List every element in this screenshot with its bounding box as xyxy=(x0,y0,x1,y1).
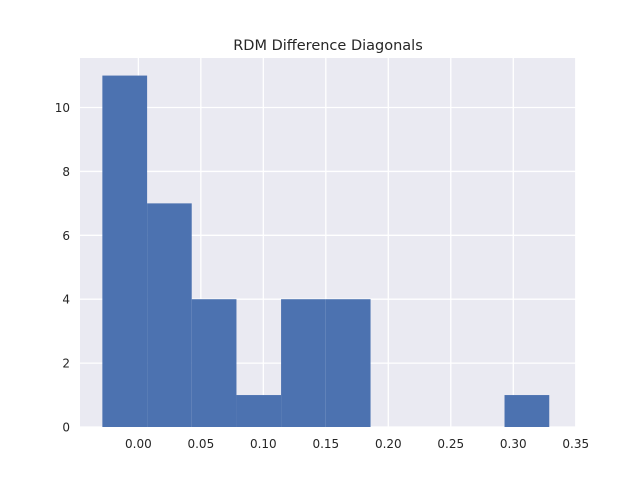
y-tick-label: 6 xyxy=(62,229,70,243)
x-tick-label: 0.25 xyxy=(437,437,464,451)
y-tick-label: 8 xyxy=(62,165,70,179)
histogram-bar xyxy=(236,395,282,427)
y-tick-label: 10 xyxy=(55,101,70,115)
histogram-bar xyxy=(102,75,148,428)
x-tick-label: 0.20 xyxy=(375,437,402,451)
y-tick-label: 4 xyxy=(62,293,70,307)
y-tick-label: 2 xyxy=(62,357,70,371)
x-axis-ticks: 0.00 0.05 0.10 0.15 0.20 0.25 0.30 0.35 xyxy=(125,437,589,451)
histogram-bar xyxy=(325,299,371,427)
histogram-bar xyxy=(504,395,550,427)
x-tick-label: 0.15 xyxy=(312,437,339,451)
bars xyxy=(102,75,550,428)
chart-title: RDM Difference Diagonals xyxy=(233,38,423,54)
x-tick-label: 0.05 xyxy=(187,437,214,451)
histogram-bar xyxy=(191,299,237,427)
histogram-bar xyxy=(281,299,326,427)
x-tick-label: 0.00 xyxy=(125,437,152,451)
x-tick-label: 0.10 xyxy=(250,437,277,451)
histogram-bar xyxy=(147,203,192,427)
y-tick-label: 0 xyxy=(62,421,70,435)
y-axis-ticks: 0 2 4 6 8 10 xyxy=(55,101,70,434)
x-tick-label: 0.30 xyxy=(500,437,527,451)
x-tick-label: 0.35 xyxy=(562,437,589,451)
